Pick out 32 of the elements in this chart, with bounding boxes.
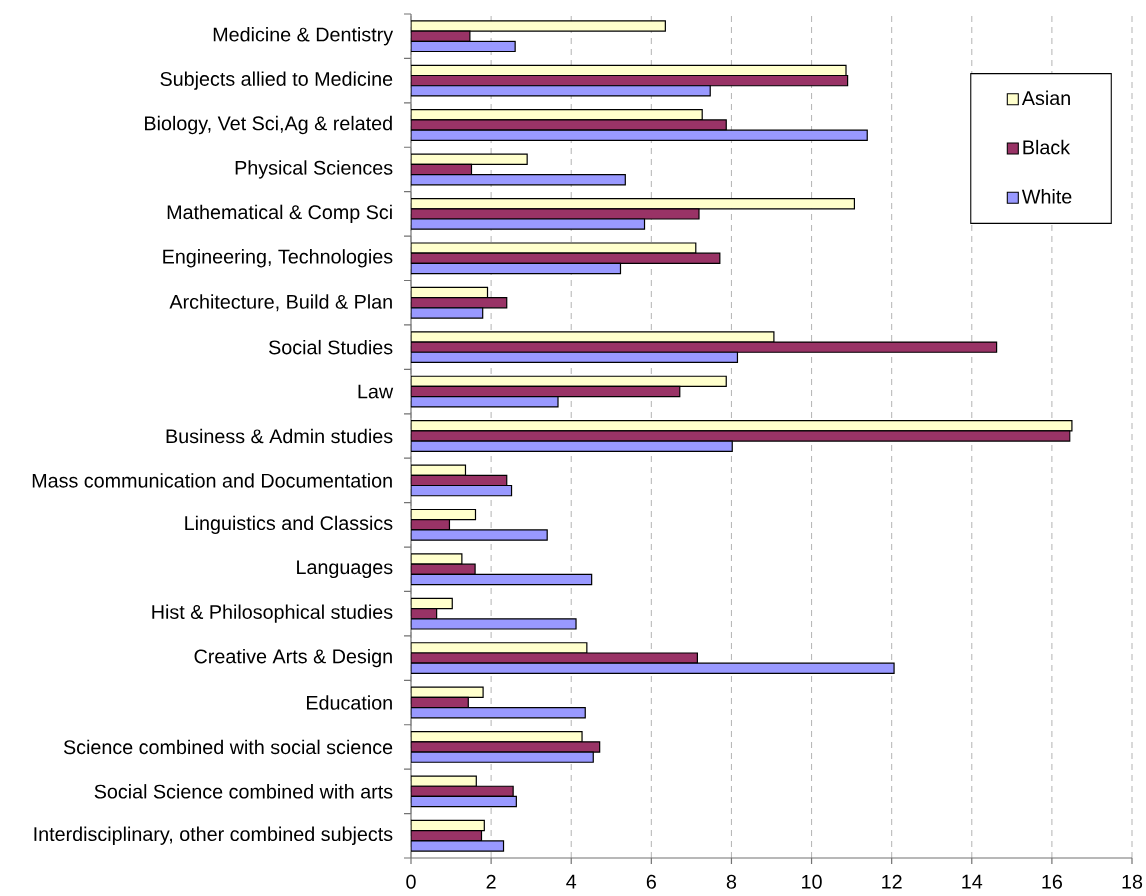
y-tick-label: Mass communication and Documentation bbox=[32, 473, 392, 488]
legend-label: Asian bbox=[1021, 90, 1070, 106]
y-tick-label: Hist & Philosophical studies bbox=[152, 604, 393, 623]
x-tick-label: 6 bbox=[646, 874, 656, 889]
y-tick-label: Education bbox=[307, 695, 392, 710]
x-tick-label: 12 bbox=[882, 874, 902, 889]
x-tick-label: 0 bbox=[406, 874, 416, 889]
y-tick-label: Interdisciplinary, other combined subjects bbox=[34, 826, 393, 845]
y-tick-label: Creative Arts & Design bbox=[194, 648, 392, 668]
x-tick-label: 18 bbox=[1122, 874, 1143, 889]
y-tick-label: Physical Sciences bbox=[235, 160, 393, 179]
y-tick-label: Languages bbox=[297, 560, 393, 579]
y-tick-label: Architecture, Build & Plan bbox=[169, 294, 392, 312]
y-tick-label: Social Studies bbox=[269, 339, 393, 355]
y-tick-label: Linguistics and Classics bbox=[185, 515, 393, 535]
legend-label: Black bbox=[1023, 139, 1071, 155]
y-tick-label: Social Science combined with arts bbox=[94, 784, 393, 799]
y-tick-label: Law bbox=[358, 384, 394, 399]
y-tick-label: Subjects allied to Medicine bbox=[160, 71, 393, 90]
x-tick-label: 14 bbox=[962, 874, 983, 889]
legend-label: White bbox=[1021, 189, 1072, 204]
y-tick-label: Science combined with social science bbox=[63, 739, 393, 755]
x-tick-label: 10 bbox=[802, 874, 822, 889]
y-tick-label: Business & Admin studies bbox=[166, 428, 393, 444]
y-tick-label: Medicine & Dentistry bbox=[213, 27, 394, 46]
y-tick-label: Biology, Vet Sci,Ag & related bbox=[145, 115, 392, 135]
x-tick-label: 2 bbox=[486, 874, 496, 889]
x-tick-label: 4 bbox=[566, 874, 577, 889]
y-tick-label: Mathematical & Comp Sci bbox=[167, 204, 392, 224]
x-tick-label: 16 bbox=[1042, 874, 1063, 889]
x-tick-label: 8 bbox=[726, 874, 737, 889]
y-tick-label: Engineering, Technologies bbox=[163, 249, 393, 268]
